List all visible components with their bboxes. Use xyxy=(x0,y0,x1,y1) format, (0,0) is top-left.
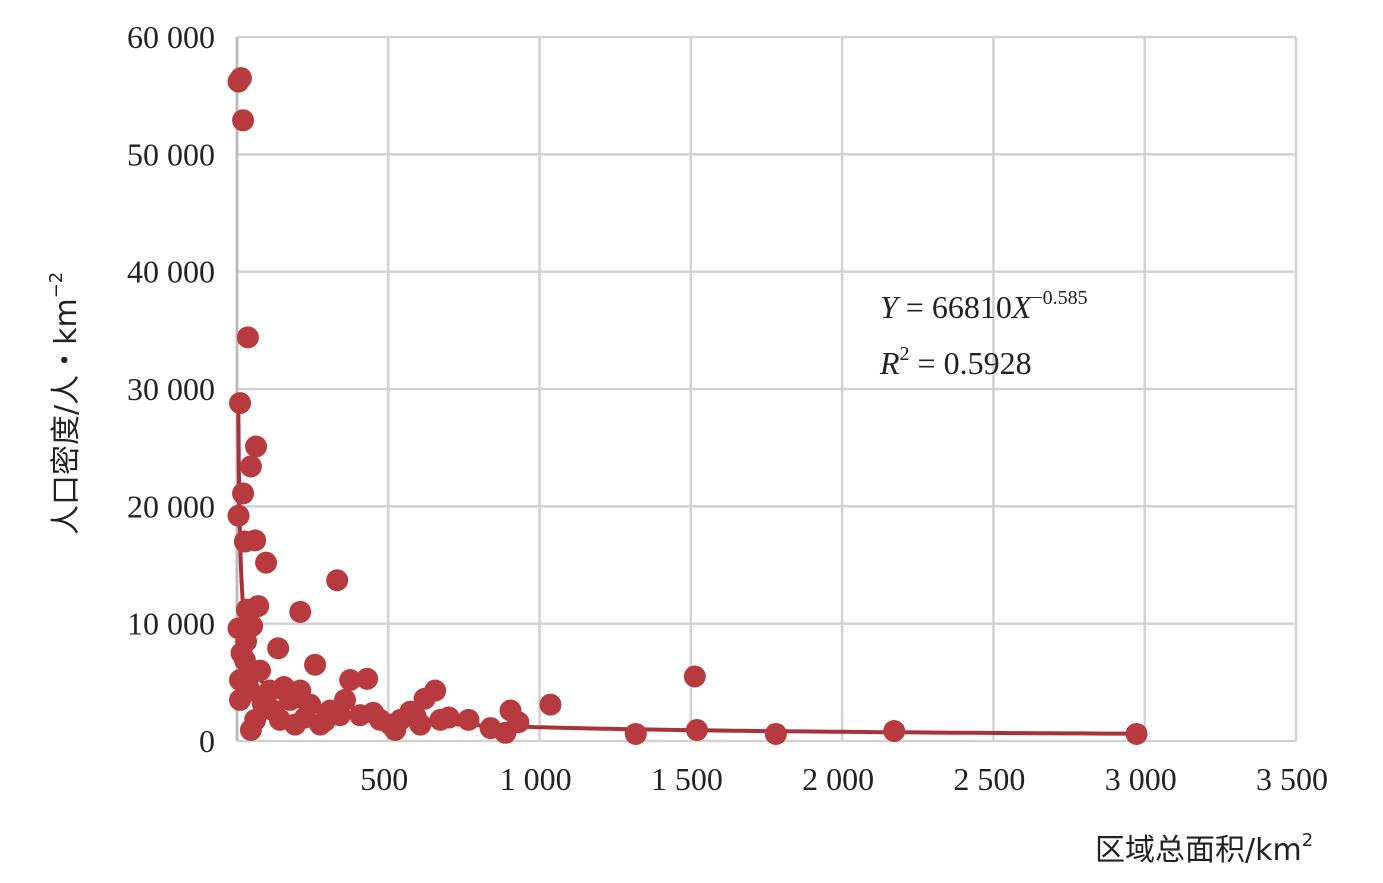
x-tick-label: 2 500 xyxy=(953,761,1025,797)
y-tick-label: 0 xyxy=(199,723,215,759)
y-tick-label: 10 000 xyxy=(127,606,215,642)
data-point xyxy=(883,720,906,743)
data-point xyxy=(244,529,267,552)
data-point xyxy=(238,665,261,688)
data-point xyxy=(239,455,262,478)
data-point xyxy=(539,693,562,716)
data-point xyxy=(437,706,460,729)
data-point xyxy=(272,676,295,699)
data-point xyxy=(326,569,349,592)
data-point xyxy=(362,701,385,724)
data-point xyxy=(1125,722,1148,745)
grid xyxy=(235,35,1298,743)
data-point xyxy=(685,718,708,741)
x-tick-label: 2 000 xyxy=(802,761,874,797)
x-tick-label: 3 000 xyxy=(1105,761,1177,797)
x-tick-label: 3 500 xyxy=(1256,761,1328,797)
data-point xyxy=(339,668,362,691)
y-axis-label: 人口密度/人・km−2 xyxy=(46,272,84,535)
data-point xyxy=(413,687,436,710)
y-tick-labels: 0 10 000 20 000 30 000 40 000 50 000 60 000 xyxy=(127,19,215,759)
data-point xyxy=(245,435,268,458)
data-point xyxy=(289,600,312,623)
data-point xyxy=(507,711,530,734)
equation-line-2: R2 = 0.5928 xyxy=(879,343,1032,381)
x-axis-label: 区域总面积/km2 xyxy=(1095,830,1313,868)
equation-line-1: Y = 66810X−0.585 xyxy=(880,287,1088,325)
x-tick-labels: 500 1 000 1 500 2 000 2 500 3 000 3 500 xyxy=(360,761,1328,797)
data-point xyxy=(764,722,787,745)
x-tick-label: 1 000 xyxy=(500,761,572,797)
data-point xyxy=(244,708,267,731)
data-point xyxy=(356,667,379,690)
data-point xyxy=(241,615,264,638)
data-point xyxy=(683,665,706,688)
data-point xyxy=(232,482,255,505)
data-point xyxy=(262,699,285,722)
data-point xyxy=(236,326,259,349)
data-points xyxy=(227,67,1148,745)
data-point xyxy=(404,705,427,728)
data-point xyxy=(232,109,255,132)
x-tick-label: 1 500 xyxy=(651,761,723,797)
data-point xyxy=(384,718,407,741)
data-point xyxy=(328,704,351,727)
data-point xyxy=(247,595,270,618)
y-tick-label: 60 000 xyxy=(127,19,215,55)
y-tick-label: 40 000 xyxy=(127,254,215,290)
data-point xyxy=(267,637,290,660)
data-point xyxy=(227,504,250,527)
y-tick-label: 50 000 xyxy=(127,136,215,172)
data-point xyxy=(624,722,647,745)
data-point xyxy=(304,653,327,676)
data-point xyxy=(294,706,317,729)
y-tick-label: 20 000 xyxy=(127,488,215,524)
x-tick-label: 500 xyxy=(360,761,408,797)
data-point xyxy=(229,67,252,90)
data-point xyxy=(457,708,480,731)
y-tick-label: 30 000 xyxy=(127,371,215,407)
data-point xyxy=(255,551,278,574)
data-point xyxy=(229,392,252,415)
